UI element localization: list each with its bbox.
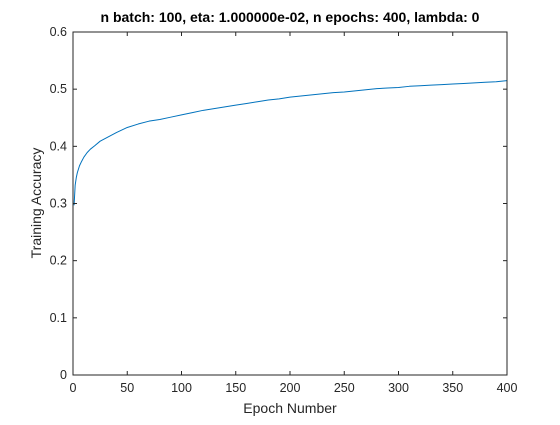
chart-title: n batch: 100, eta: 1.000000e-02, n epoch… [101, 9, 480, 25]
plot-area [73, 32, 507, 375]
x-tick-label: 100 [171, 381, 192, 395]
x-tick-label: 50 [120, 381, 134, 395]
y-tick-label: 0.6 [50, 25, 67, 39]
x-axis-label: Epoch Number [243, 400, 337, 416]
y-tick-label: 0.3 [50, 197, 67, 211]
y-tick-label: 0.4 [50, 139, 67, 153]
y-tick-label: 0.5 [50, 82, 67, 96]
x-tick-label: 350 [442, 381, 463, 395]
series-line-1 [73, 80, 508, 206]
x-tick-label: 200 [280, 381, 301, 395]
y-tick-label: 0 [60, 368, 67, 382]
data-layer [73, 80, 508, 206]
x-tick-label: 400 [497, 381, 518, 395]
x-tick-label: 0 [70, 381, 77, 395]
y-tick-label: 0.1 [50, 311, 67, 325]
y-tick-label: 0.2 [50, 254, 67, 268]
y-axis-ticks: 0 0.1 0.2 0.3 0.4 0.5 0.6 [50, 25, 507, 382]
x-tick-label: 150 [225, 381, 246, 395]
x-tick-label: 250 [334, 381, 355, 395]
x-axis-ticks: 0 50 100 150 200 250 300 350 400 [70, 32, 518, 395]
y-axis-label: Training Accuracy [28, 148, 44, 259]
x-tick-label: 300 [388, 381, 409, 395]
